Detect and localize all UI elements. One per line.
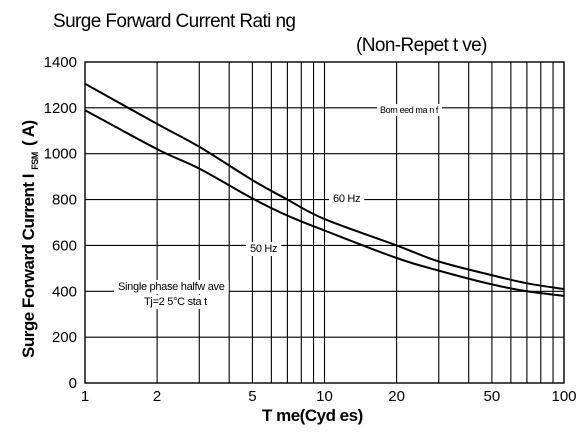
series-line-60hz	[84, 82, 565, 290]
y-tick-label: 0	[69, 375, 77, 392]
annotation-50hz-bg	[246, 242, 282, 256]
chart-subtitle: (Non-Repet t ve)	[356, 35, 487, 56]
annotation-60hz: 60 Hz	[329, 192, 365, 206]
y-tick-label: 200	[52, 329, 77, 346]
y-tick-label: 1400	[44, 54, 77, 71]
annotation-top-right-bg	[377, 104, 442, 116]
svg-text:Surge Forward Current I: Surge Forward Current I FSM ( A)	[19, 120, 42, 358]
chart-title: Surge Forward Current Rati ng	[53, 11, 295, 32]
annotation-top-right: Born eed ma n f	[377, 104, 442, 116]
y-tick-label: 600	[52, 237, 77, 254]
x-tick-label: 10	[316, 388, 333, 405]
annotation-condition-1: Single phase halfw ave	[114, 280, 229, 294]
grid-layer	[84, 61, 565, 384]
x-tick-label: 2	[153, 388, 161, 405]
y-axis-title-unit: ( A)	[19, 120, 38, 146]
x-tick-label: 1	[81, 388, 89, 405]
annotation-60hz-bg	[329, 192, 365, 206]
annotation-50hz: 50 Hz	[246, 242, 282, 256]
y-axis-title-main: Surge Forward Current I	[19, 174, 38, 358]
y-axis-title: Surge Forward Current I FSM ( A)	[19, 120, 42, 358]
y-tick-label: 400	[52, 283, 77, 300]
tick-label-layer: 0 200 400 600 800 1000 1200 1400 1 2 5 10 20 50 100	[44, 54, 577, 405]
x-tick-label: 100	[551, 388, 576, 405]
annotation-condition-2-bg	[140, 295, 212, 309]
x-tick-label: 20	[388, 388, 405, 405]
annotation-layer: Born eed ma n f 60 Hz 50 Hz Single phase ha…	[114, 104, 442, 309]
annotation-condition-2: Tj=2 5°C sta t	[140, 295, 212, 309]
y-tick-label: 1200	[44, 100, 77, 117]
x-axis-title: T me(Cyd es)	[262, 406, 363, 425]
y-tick-label: 1000	[44, 146, 77, 163]
annotation-condition-1-text: Single phase halfw ave	[118, 281, 225, 293]
annotation-condition-2-text: Tj=2 5°C sta t	[144, 296, 207, 308]
curve-layer	[84, 82, 565, 297]
x-tick-label: 5	[248, 388, 256, 405]
y-tick-label: 800	[52, 192, 77, 209]
annotation-60hz-text: 60 Hz	[333, 193, 360, 205]
annotation-condition-1-bg	[114, 280, 229, 294]
annotation-top-right-text: Born eed ma n f	[380, 105, 439, 115]
x-tick-label: 50	[484, 388, 501, 405]
series-line-50hz	[84, 109, 565, 297]
y-axis-title-subscript: FSM	[30, 152, 40, 170]
annotation-50hz-text: 50 Hz	[250, 243, 277, 255]
